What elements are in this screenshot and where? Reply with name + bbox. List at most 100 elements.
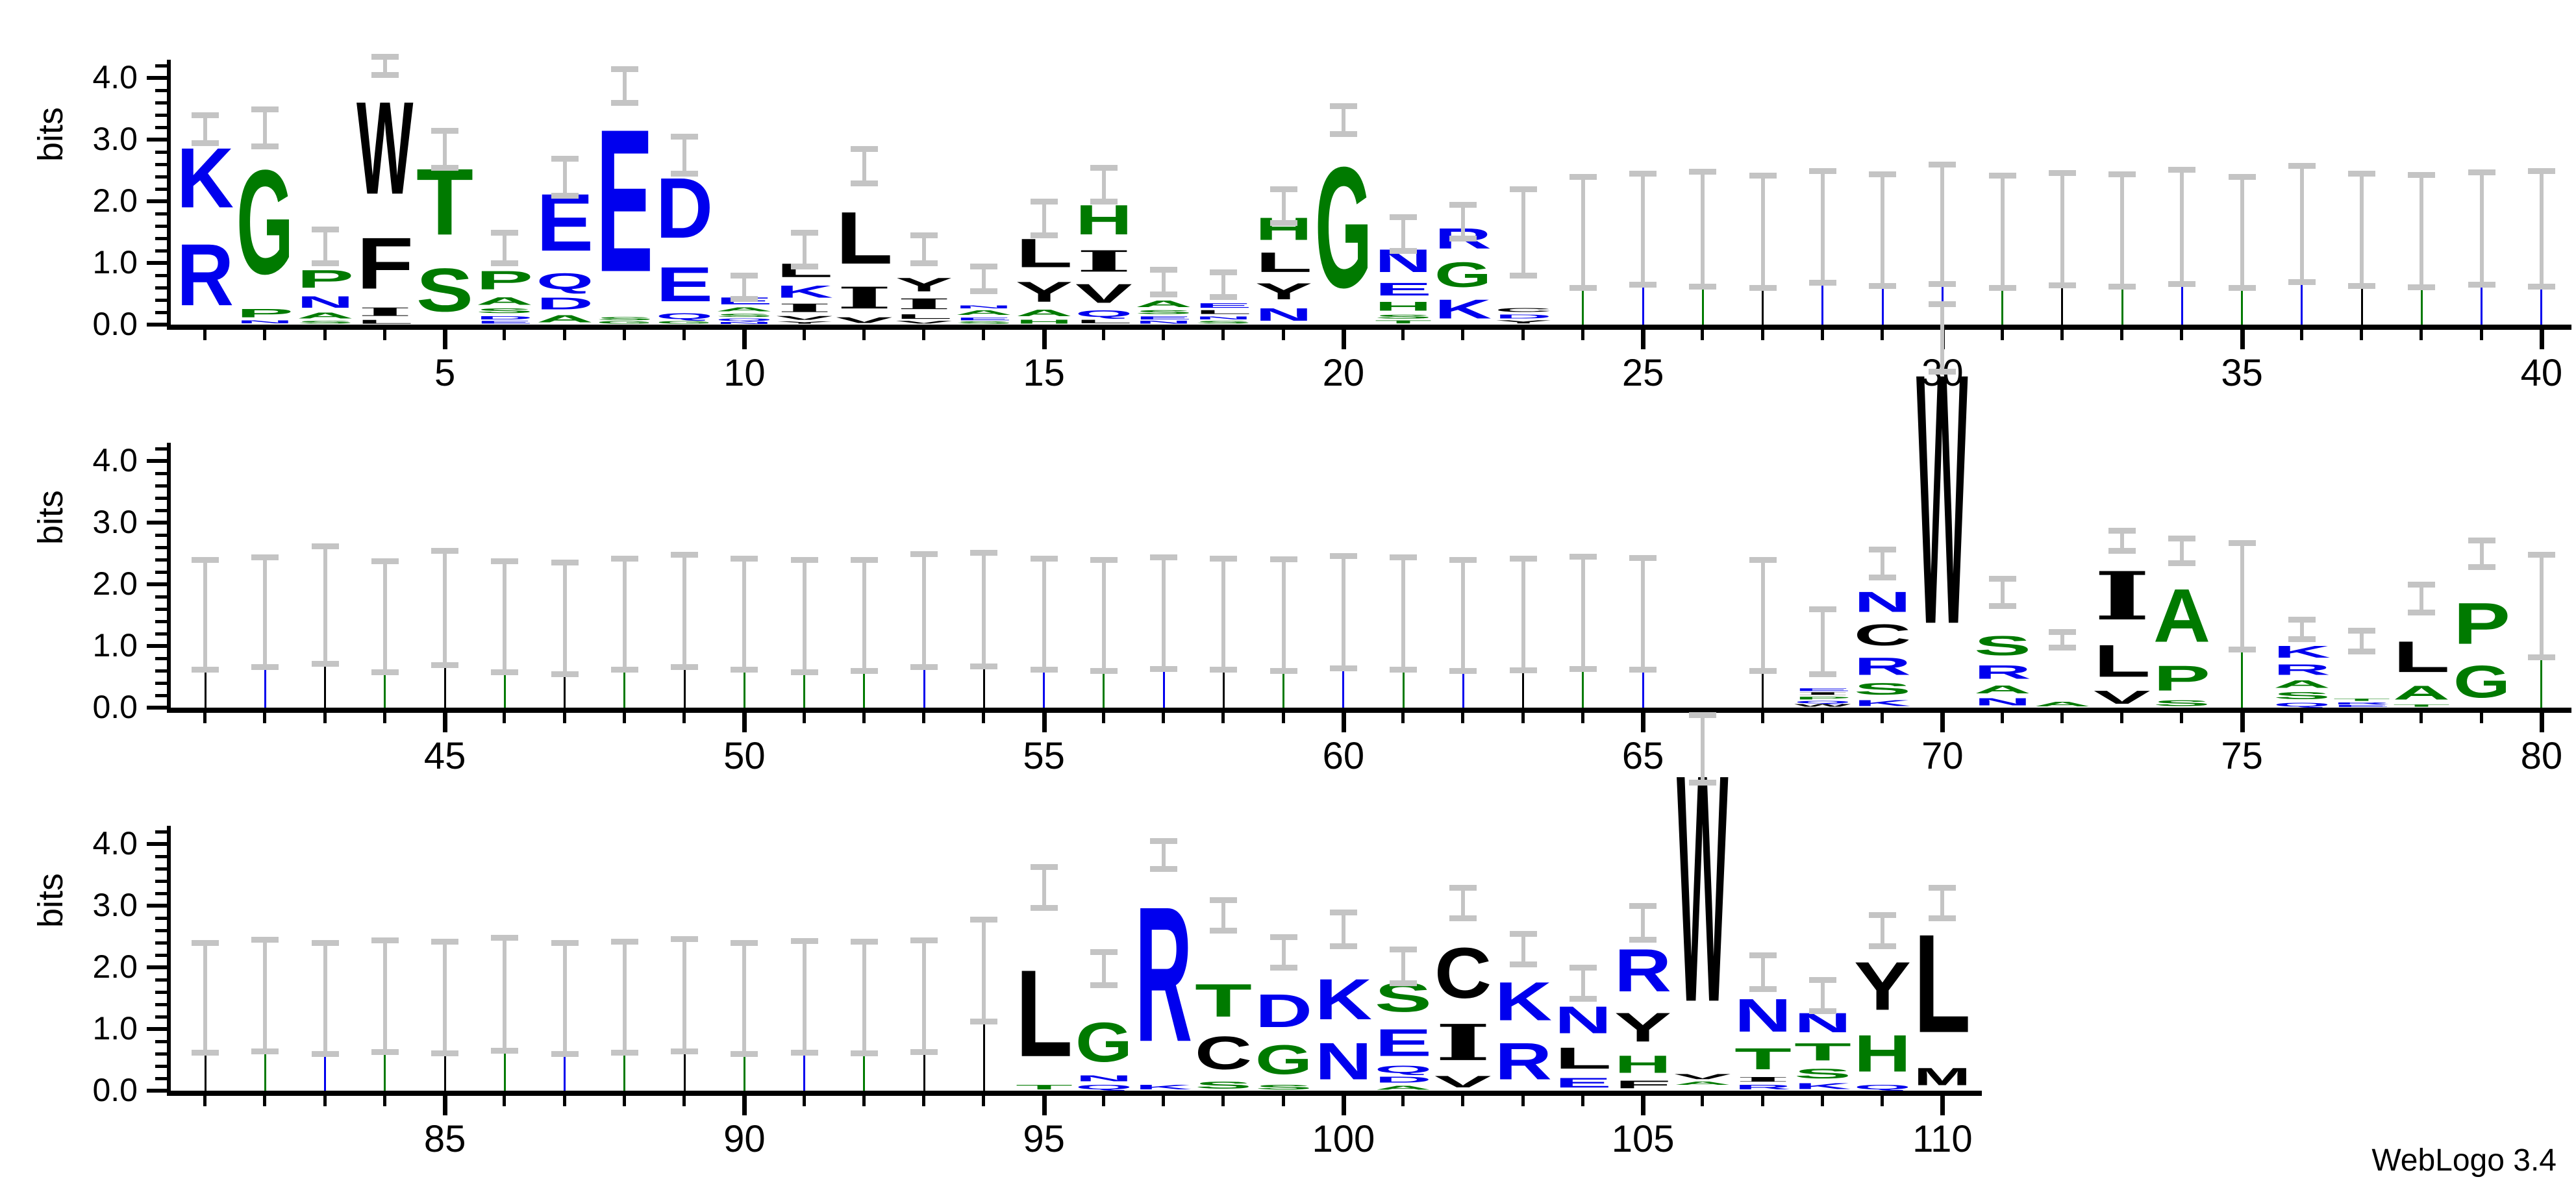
logo-letter-E-14: E xyxy=(955,317,1012,321)
logo-row-1-x-tick xyxy=(1581,330,1584,340)
error-bar-110-cap-top xyxy=(1929,884,1957,891)
error-bar-19-cap-top xyxy=(1269,186,1297,192)
logo-row-3-x-tick xyxy=(1760,1096,1764,1106)
logo-letter-Q-76: Q xyxy=(2273,701,2331,708)
logo-row-2-y-axis xyxy=(167,442,171,713)
logo-row-3-x-tick xyxy=(1881,1096,1884,1106)
error-bar-65-cap-top xyxy=(1629,555,1657,562)
svg-text:N: N xyxy=(1854,586,1911,618)
error-bar-64-cap-top xyxy=(1569,554,1597,560)
logo-letter-V-102: V xyxy=(1434,1072,1492,1091)
error-bar-27-cap-bottom xyxy=(1749,285,1777,291)
error-bar-89-cap-bottom xyxy=(671,1048,699,1055)
logo-letter-E-6: E xyxy=(476,320,533,325)
error-bar-78-line xyxy=(2420,584,2424,612)
logo-letter-K-22: K xyxy=(1434,295,1492,325)
error-bar-2-cap-bottom xyxy=(251,143,279,149)
logo-letter-C-23: C xyxy=(1495,307,1552,313)
logo-row-2-x-tick xyxy=(503,713,506,723)
svg-text:R: R xyxy=(1974,662,2031,683)
logo-letter-K-76: K xyxy=(2273,643,2331,662)
logo-letter-L-18: L xyxy=(1195,309,1252,315)
logo-row-1-x-tick-label: 5 xyxy=(434,352,456,394)
svg-text:S: S xyxy=(476,307,533,314)
error-bar-14-cap-top xyxy=(970,263,998,269)
logo-row-3-y-major-tick xyxy=(147,904,170,908)
logo-letter-Y-105: Y xyxy=(1614,1004,1671,1050)
svg-text:L: L xyxy=(1195,309,1252,315)
logo-row-2-y-minor-tick xyxy=(155,558,170,562)
error-bar-36-cap-bottom xyxy=(2288,279,2316,285)
logo-row-2-y-tick-label: 4.0 xyxy=(92,442,138,478)
svg-text:Q: Q xyxy=(1854,1084,1911,1091)
logo-row-2-x-tick xyxy=(2180,713,2184,723)
error-bar-55-cap-top xyxy=(1030,556,1058,562)
logo-row-1-x-tick xyxy=(2420,330,2423,340)
error-bar-45-cap-bottom xyxy=(431,662,459,668)
error-bar-2-line xyxy=(263,108,268,146)
logo-letter-E-21: E xyxy=(1375,279,1432,299)
logo-row-1-x-tick xyxy=(922,330,926,340)
error-bar-63-cap-top xyxy=(1509,556,1537,562)
logo-row-1-x-tick xyxy=(2240,330,2245,349)
svg-text:A: A xyxy=(1135,299,1192,309)
logo-row-1-y-minor-tick xyxy=(155,101,170,105)
logo-letter-Y-13: Y xyxy=(895,274,953,295)
logo-letter-E-104: E xyxy=(1555,1075,1612,1091)
logo-row-1-x-tick-label: 10 xyxy=(723,352,766,394)
svg-text:V: V xyxy=(895,320,953,325)
error-bar-90-cap-top xyxy=(731,940,758,946)
error-bar-74-cap-top xyxy=(2168,535,2196,541)
logo-row-2-y-minor-tick xyxy=(155,533,170,537)
svg-text:T: T xyxy=(1375,319,1432,325)
error-bar-21-cap-top xyxy=(1390,214,1418,220)
logo-letter-Q-9: Q xyxy=(656,312,713,321)
error-bar-75-line xyxy=(2240,543,2244,649)
error-bar-62-line xyxy=(1461,560,1466,671)
logo-row-1-y-minor-tick xyxy=(155,286,170,290)
logo-row-3-y-minor-tick xyxy=(155,1002,170,1006)
svg-text:Y: Y xyxy=(895,274,953,295)
svg-text:V: V xyxy=(1434,1072,1492,1091)
error-bar-23-line xyxy=(1521,189,1525,275)
error-bar-51-cap-bottom xyxy=(790,669,818,675)
error-bar-59-cap-top xyxy=(1269,556,1297,563)
svg-text:G: G xyxy=(2453,656,2510,707)
error-bar-15-cap-top xyxy=(1030,199,1058,205)
logo-letter-L-73: L xyxy=(2094,636,2151,687)
error-bar-93-line xyxy=(922,940,927,1052)
logo-letter-T-107: T xyxy=(1734,1042,1792,1076)
error-bar-9-cap-top xyxy=(671,134,699,140)
svg-text:R: R xyxy=(177,226,234,325)
error-bar-91-line xyxy=(802,941,807,1053)
logo-letter-S-69: S xyxy=(1854,680,1911,698)
error-bar-45-cap-top xyxy=(431,547,459,554)
logo-letter-E-17: E xyxy=(1135,316,1192,321)
svg-text:V: V xyxy=(1075,279,1132,309)
logo-row-3-x-tick xyxy=(1162,1096,1166,1106)
error-bar-86-cap-bottom xyxy=(491,1048,519,1054)
error-bar-42-line xyxy=(263,557,268,667)
svg-text:F: F xyxy=(356,223,414,305)
logo-row-2-x-tick xyxy=(2360,713,2364,723)
logo-letter-G-22: G xyxy=(1434,255,1492,295)
error-bar-13-cap-top xyxy=(910,232,938,239)
svg-text:N: N xyxy=(955,304,1012,310)
logo-letter-N-14: N xyxy=(955,304,1012,310)
svg-text:C: C xyxy=(1495,307,1552,313)
error-bar-50-cap-top xyxy=(731,556,758,562)
svg-text:P: P xyxy=(236,306,294,319)
error-bar-41-cap-top xyxy=(192,557,219,563)
svg-text:Y: Y xyxy=(776,321,833,325)
error-bar-16-line xyxy=(1101,167,1106,201)
logo-letter-S-76: S xyxy=(2273,690,2331,701)
svg-text:K: K xyxy=(1854,699,1911,708)
logo-row-1-x-tick xyxy=(862,330,866,340)
error-bar-46-cap-bottom xyxy=(491,669,519,675)
logo-row-2-x-tick xyxy=(1940,713,1945,732)
logo-row-1-y-minor-tick xyxy=(155,150,170,154)
error-bar-76-cap-bottom xyxy=(2288,636,2316,642)
svg-text:N: N xyxy=(1255,304,1312,325)
logo-letter-S-21: S xyxy=(1375,314,1432,320)
